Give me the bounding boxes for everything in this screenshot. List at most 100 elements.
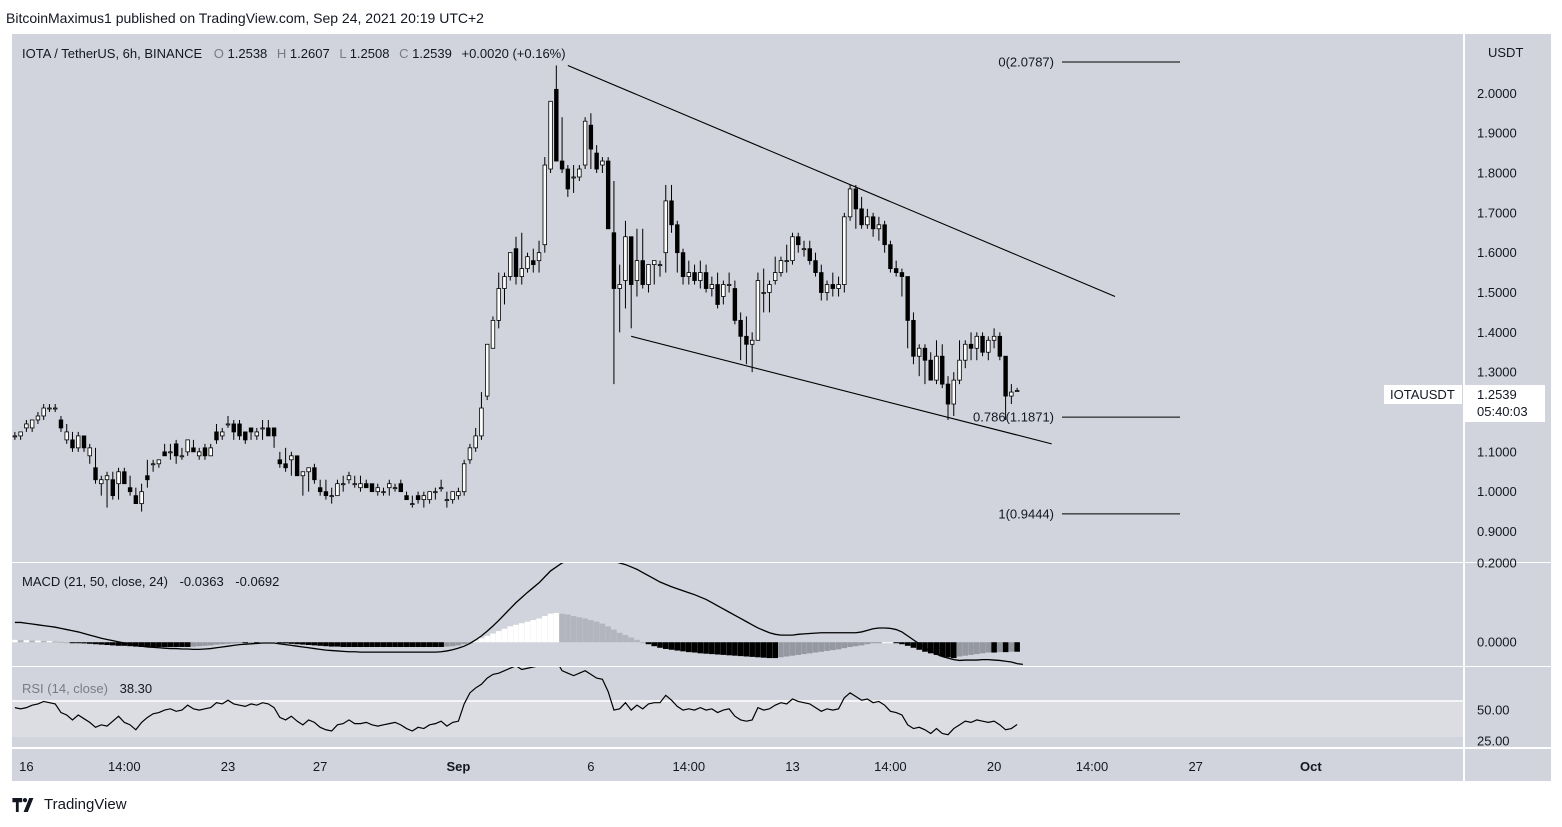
time-tick-label: 13 [785,759,799,774]
chart[interactable]: 0(2.0787) 0.786(1.1871) 1(0.9444) 2.0000 1.… [0,0,1562,790]
macd-hist-bar [772,642,778,659]
candle-up [876,224,882,230]
candle-up [824,284,830,293]
candle [893,260,899,277]
candle [513,236,519,285]
candle-down [81,435,87,449]
candle [24,419,29,432]
price-axis-panel[interactable] [1465,34,1551,562]
candle [352,475,357,488]
macd-hist-bar [783,642,790,657]
ohlc-c-value: 1.2539 [412,46,452,61]
candle [755,272,761,341]
time-axis-panel[interactable] [12,749,1463,781]
candle-up [220,431,225,437]
candle-up [87,447,92,457]
candle-up [519,268,524,277]
candle [150,459,156,472]
macd-hist-bar [524,621,531,643]
candle [369,483,375,493]
candle-up [991,335,997,341]
candle [726,272,732,293]
candle-up [634,260,640,281]
candle [824,280,830,301]
candle [484,343,490,401]
candle-down [312,467,317,481]
candle [156,459,162,468]
candle [657,260,663,277]
candle-up [934,355,939,381]
candle-down [58,419,64,429]
macd-tick-label: 0.2000 [1477,556,1517,571]
macd-hist-bar [858,642,865,646]
candle-down [796,236,801,246]
candle-down [271,427,277,437]
macd-hist-bar [916,642,922,650]
price-tick-label: 2.0000 [1477,86,1517,101]
candle-down [807,248,812,262]
macd-axis-panel[interactable] [1465,563,1551,666]
candle [433,487,438,500]
macd-hist-bar [985,642,992,653]
candle [283,447,288,472]
candle-up [755,280,761,341]
macd-hist-bar [69,642,76,644]
macd-value-2: -0.0692 [235,574,279,589]
macd-hist-bar [323,642,329,647]
time-tick-label: 27 [1188,759,1202,774]
candle-up [623,236,628,281]
candle-up [525,256,530,269]
candle-up [53,407,58,410]
candle [196,447,202,460]
macd-hist-bar [58,641,64,643]
candle-up [185,439,190,453]
candle-down [715,284,720,305]
macd-hist-bar [1014,642,1020,652]
candle-down [738,319,743,337]
candle-up [225,423,231,426]
candle-down [813,260,818,273]
macd-hist-bar [870,642,876,644]
candle-down [294,455,300,477]
candle-up [289,455,294,461]
footer-brand[interactable]: TradingView [12,796,127,813]
rsi-axis-panel[interactable] [1465,667,1551,747]
macd-hist-bar [559,613,565,643]
macd-hist-bar [536,618,542,643]
macd-hist-bar [778,642,784,658]
macd-hist-bar [29,640,35,643]
macd-hist-bar [674,642,681,651]
macd-hist-bar [363,642,370,647]
macd-hist-bar [835,642,842,650]
macd-hist-bar [150,642,156,647]
candle [853,184,859,229]
macd-hist-bar [161,642,168,647]
fib-level-label: 1(0.9444) [998,506,1054,521]
macd-hist-bar [311,642,318,646]
candle [686,260,691,285]
candle-down [317,487,323,493]
macd-hist-bar [887,642,894,644]
macd-hist-bar [628,637,634,643]
candle [542,157,547,253]
macd-hist-bar [945,642,951,658]
candle-down [629,236,634,285]
candle [450,491,455,504]
macd-hist-bar [1002,642,1009,653]
time-tick-label: 14:00 [1076,759,1109,774]
candle [986,336,991,361]
candle [415,491,421,504]
macd-hist-bar [449,642,456,647]
candle [611,180,617,385]
candle-up [467,447,473,461]
macd-hist-bar [726,642,732,656]
candle-down [565,168,571,190]
candle [53,404,58,412]
macd-hist-bar [997,642,1003,653]
candle-up [139,491,144,505]
candle-up [306,467,311,473]
macd-hist-bar [334,642,341,647]
candle [951,372,956,416]
price-pane[interactable] [12,34,1463,562]
candle [801,240,807,257]
